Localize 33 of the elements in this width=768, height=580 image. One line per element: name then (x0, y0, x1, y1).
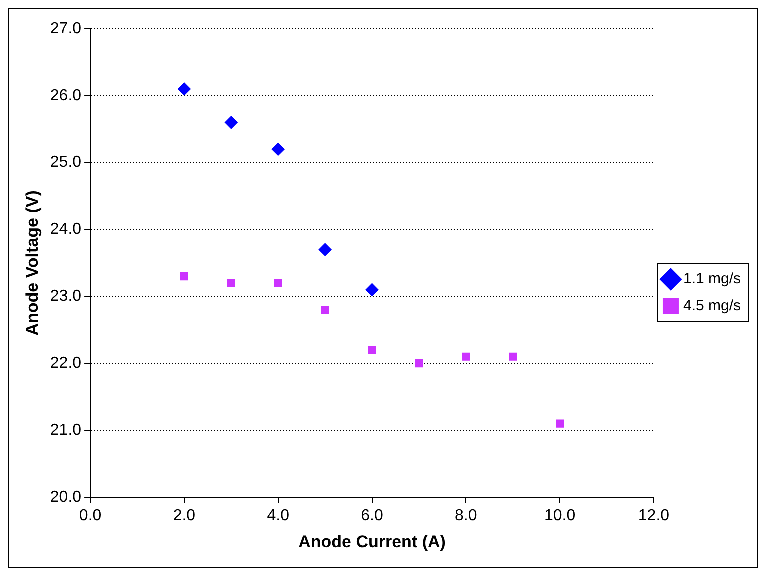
point (321, 306, 330, 314)
legend-label: 4.5 mg/s (683, 298, 742, 315)
point (368, 346, 376, 354)
point (556, 420, 564, 428)
x-tick-label: 4.0 (267, 507, 290, 524)
point (224, 116, 238, 130)
x-tick-label: 2.0 (173, 507, 196, 524)
x-tick-label: 6.0 (361, 507, 384, 524)
point (180, 272, 188, 281)
x-tick-label: 8.0 (455, 507, 478, 524)
y-tick-label: 21.0 (50, 422, 82, 439)
y-tick-label: 20.0 (50, 488, 82, 506)
point (272, 142, 285, 156)
y-axis-title: Anode Voltage (V) (22, 190, 42, 336)
y-tick-label: 23.0 (50, 288, 82, 306)
point (462, 352, 470, 361)
point (366, 283, 379, 296)
y-tick-label: 26.0 (50, 87, 82, 104)
point (178, 82, 191, 96)
point (318, 243, 332, 256)
x-axis-title: Anode Current (A) (298, 532, 446, 552)
y-tick-label: 25.0 (50, 154, 82, 172)
y-tick-label: 24.0 (50, 221, 82, 238)
x-tick-label: 0.0 (79, 507, 102, 524)
point (509, 352, 518, 361)
x-tick-label: 10.0 (544, 507, 576, 524)
y-tick-label: 27.0 (50, 20, 82, 38)
legend-label: 1.1 mg/s (683, 270, 742, 288)
x-tick-label: 12.0 (638, 507, 670, 524)
point (415, 360, 424, 368)
point (227, 279, 236, 288)
point (274, 279, 282, 288)
y-tick-label: 22.0 (50, 354, 82, 372)
